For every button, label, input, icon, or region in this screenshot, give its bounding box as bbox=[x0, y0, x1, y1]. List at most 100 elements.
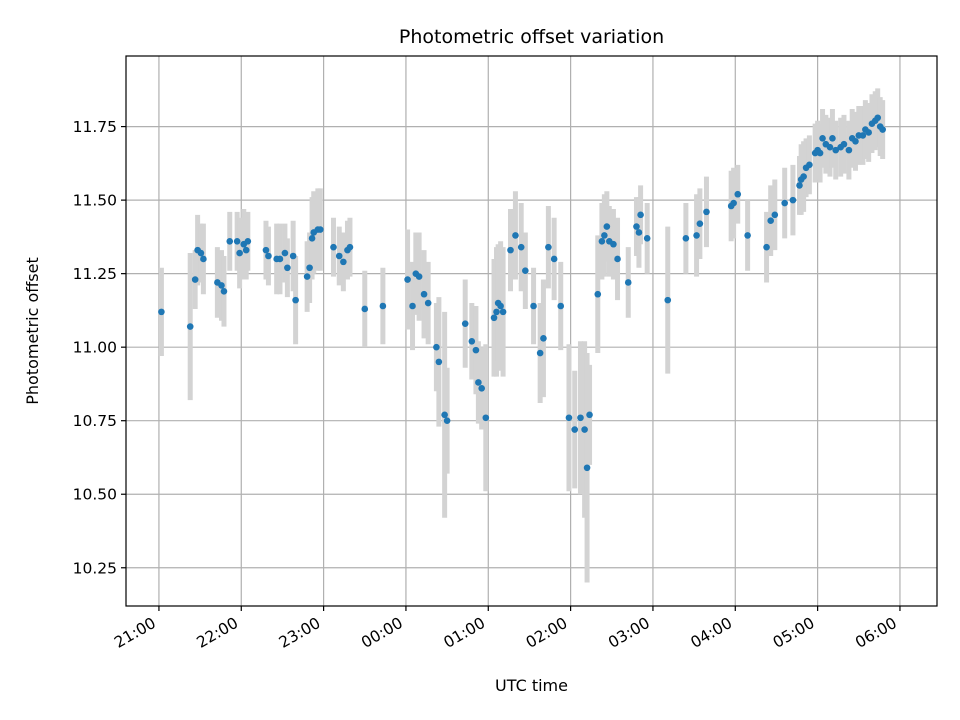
y-tick-label: 11.00 bbox=[73, 339, 117, 357]
y-axis: 10.25 10.50 10.75 11.00 11.25 11.50 11.75 bbox=[73, 118, 126, 577]
data-point bbox=[493, 308, 500, 316]
data-point bbox=[404, 276, 411, 283]
data-point bbox=[186, 323, 194, 330]
data-point bbox=[497, 302, 504, 310]
data-point bbox=[816, 149, 824, 157]
y-tick-label: 10.25 bbox=[73, 559, 117, 577]
x-axis-title: UTC time bbox=[495, 676, 568, 695]
data-point bbox=[340, 258, 347, 266]
data-point bbox=[610, 240, 617, 248]
data-point bbox=[499, 308, 507, 316]
data-point bbox=[829, 135, 836, 142]
data-point bbox=[874, 114, 882, 122]
data-point bbox=[281, 249, 289, 257]
data-point bbox=[200, 255, 207, 263]
data-point bbox=[441, 411, 448, 419]
data-point bbox=[306, 264, 313, 272]
data-point bbox=[826, 143, 834, 151]
data-point bbox=[433, 343, 440, 351]
data-point bbox=[781, 199, 788, 207]
data-point bbox=[800, 173, 807, 180]
data-point bbox=[624, 279, 632, 286]
data-point bbox=[242, 246, 250, 254]
plot-frame bbox=[125, 55, 938, 607]
data-points bbox=[158, 114, 886, 472]
data-point bbox=[763, 243, 770, 251]
data-point bbox=[643, 235, 651, 242]
data-point bbox=[581, 426, 588, 433]
data-point bbox=[545, 243, 552, 251]
chart-title: Photometric offset variation bbox=[399, 26, 664, 48]
data-point bbox=[583, 464, 591, 472]
data-point bbox=[233, 237, 241, 245]
data-point bbox=[865, 129, 872, 136]
data-point bbox=[577, 414, 584, 422]
data-point bbox=[197, 249, 205, 257]
data-point bbox=[557, 302, 565, 310]
data-point bbox=[767, 217, 774, 225]
data-point bbox=[536, 349, 544, 357]
y-axis-title: Photometric offset bbox=[23, 257, 42, 405]
data-point bbox=[601, 232, 608, 239]
data-point bbox=[734, 190, 742, 198]
data-point bbox=[512, 232, 519, 239]
data-point bbox=[379, 302, 387, 310]
data-point bbox=[845, 146, 853, 154]
data-point bbox=[522, 267, 529, 275]
data-point bbox=[265, 252, 272, 260]
data-point bbox=[244, 237, 252, 245]
data-point bbox=[614, 255, 621, 263]
y-tick-label: 11.50 bbox=[73, 192, 117, 210]
data-point bbox=[443, 417, 451, 425]
data-point bbox=[703, 208, 710, 216]
data-point bbox=[664, 296, 672, 304]
data-point bbox=[603, 223, 611, 230]
data-point bbox=[565, 414, 573, 422]
data-point bbox=[490, 314, 498, 322]
data-point bbox=[289, 252, 297, 260]
y-tick-label: 11.75 bbox=[73, 118, 117, 136]
data-point bbox=[424, 299, 432, 307]
data-point bbox=[236, 249, 243, 257]
data-point bbox=[819, 135, 826, 142]
data-point bbox=[284, 264, 291, 272]
data-point bbox=[308, 235, 316, 242]
data-point bbox=[478, 385, 485, 392]
data-point bbox=[859, 132, 867, 139]
data-point bbox=[744, 232, 751, 239]
data-point bbox=[420, 290, 428, 298]
data-point bbox=[317, 226, 324, 233]
data-point bbox=[415, 273, 423, 280]
data-point bbox=[598, 237, 606, 245]
data-point bbox=[220, 287, 228, 295]
data-point bbox=[292, 296, 299, 304]
data-point bbox=[361, 305, 369, 313]
data-point bbox=[586, 411, 593, 419]
y-tick-label: 11.25 bbox=[73, 265, 117, 283]
data-point bbox=[540, 335, 547, 342]
data-point bbox=[635, 229, 643, 236]
data-point bbox=[218, 282, 225, 289]
data-point bbox=[335, 252, 343, 260]
data-point bbox=[832, 146, 840, 154]
data-point bbox=[806, 161, 813, 169]
data-point bbox=[468, 337, 476, 345]
data-point bbox=[191, 276, 199, 283]
data-point bbox=[840, 140, 848, 148]
data-point bbox=[852, 137, 859, 145]
data-point bbox=[461, 320, 469, 327]
data-point bbox=[472, 346, 480, 354]
data-point bbox=[571, 426, 579, 433]
data-point bbox=[262, 246, 270, 254]
data-point bbox=[330, 243, 337, 251]
data-point bbox=[507, 246, 514, 254]
y-tick-label: 10.50 bbox=[73, 486, 117, 504]
data-point bbox=[158, 308, 165, 316]
data-point bbox=[435, 358, 443, 366]
data-point bbox=[409, 302, 416, 310]
data-point bbox=[771, 211, 779, 219]
data-point bbox=[475, 379, 482, 386]
data-point bbox=[303, 273, 311, 280]
data-point bbox=[682, 235, 690, 242]
